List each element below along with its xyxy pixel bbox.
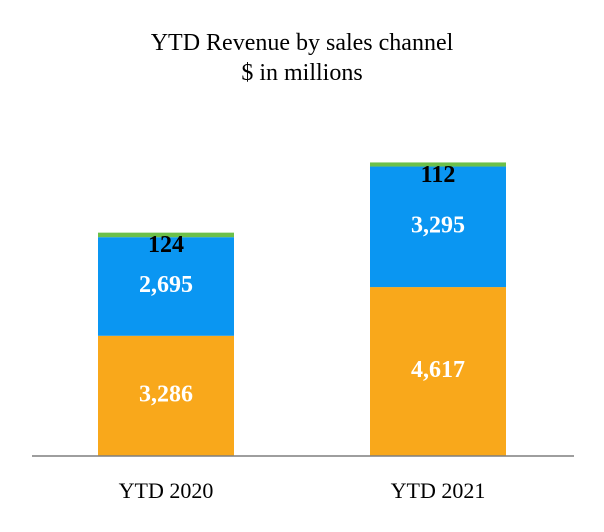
- bar-segment-1-2: [98, 237, 234, 336]
- bar-segment-2-3: [370, 162, 506, 167]
- bar-segment-1-3: [98, 232, 234, 238]
- bar-segment-1-1: [98, 335, 234, 456]
- data-label-2-3: 112: [421, 162, 456, 188]
- category-label-2: YTD 2021: [391, 478, 486, 503]
- bar-segment-2-2: [370, 166, 506, 288]
- chart-title: YTD Revenue by sales channel: [150, 30, 454, 56]
- data-label-1-2: 2,695: [139, 272, 193, 298]
- category-label-1: YTD 2020: [119, 478, 214, 503]
- data-label-2-1: 4,617: [411, 357, 465, 383]
- data-label-1-1: 3,286: [139, 381, 193, 407]
- data-label-2-2: 3,295: [411, 212, 465, 238]
- category-labels: YTD 2020 YTD 2021: [119, 478, 486, 503]
- chart-subtitle: $ in millions: [241, 60, 363, 86]
- bar-group: 3,286 2,695 124 4,617 3,295 112: [98, 162, 506, 456]
- bar-segment-2-1: [370, 287, 506, 456]
- data-label-1-3: 124: [148, 232, 184, 258]
